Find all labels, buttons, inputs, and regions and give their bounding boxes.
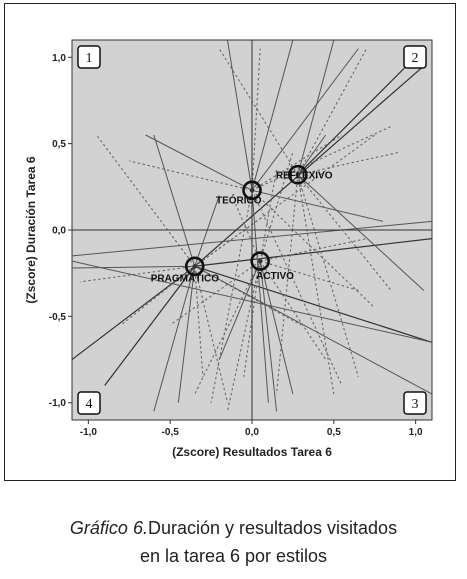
spoke-line bbox=[80, 265, 195, 283]
spoke-line bbox=[194, 266, 204, 377]
caption-line-1: Gráfico 6.Duración y resultados visitado… bbox=[0, 514, 467, 542]
spoke-line bbox=[226, 39, 253, 191]
spoke-line bbox=[259, 152, 294, 262]
spoke-line bbox=[297, 174, 335, 395]
caption-line-2: en la tarea 6 por estilos bbox=[139, 546, 328, 566]
spoke-line bbox=[194, 238, 433, 267]
spoke-line bbox=[104, 265, 196, 386]
centroid-dot bbox=[192, 264, 197, 269]
chart: -1,0 -0,5 0,0 0,5 1,0-1,0-0,50,00,51,0 1 234 … bbox=[24, 39, 433, 459]
centroid-circle bbox=[242, 180, 262, 201]
spoke-line bbox=[251, 190, 269, 403]
spoke-line bbox=[297, 48, 425, 176]
centroid-circle bbox=[250, 251, 270, 271]
centroid-label: PRAGMÁTICO bbox=[151, 271, 220, 284]
spoke-line bbox=[96, 134, 196, 267]
spoke-line bbox=[297, 174, 425, 291]
centroid-dot bbox=[257, 258, 263, 264]
spoke-line bbox=[71, 265, 196, 361]
spoke-line bbox=[129, 160, 253, 191]
spoke-line bbox=[251, 48, 359, 191]
x-tick-label: 0,5 bbox=[327, 427, 341, 438]
spoke-line bbox=[194, 266, 228, 403]
centroid-dot bbox=[249, 188, 255, 193]
spoke-line bbox=[260, 238, 367, 262]
spoke-line bbox=[194, 212, 269, 267]
quadrant-4-marker: 4 bbox=[77, 391, 101, 415]
quadrant-label: 2 bbox=[412, 51, 419, 66]
quadrant-1-marker: 1 bbox=[77, 45, 101, 69]
x-tick-label: 0,0 bbox=[245, 427, 259, 438]
centroid-circle bbox=[184, 256, 205, 277]
y-axis-label: (Zscore) Duración Tarea 6 bbox=[24, 156, 38, 303]
spoke-line bbox=[177, 266, 196, 403]
spoke-line bbox=[145, 134, 253, 191]
y-tick-label: -0,5 bbox=[49, 312, 67, 323]
spoke-line bbox=[235, 203, 261, 262]
spoke-line bbox=[120, 265, 196, 326]
centroid-label: REFLEXIVO bbox=[276, 171, 333, 182]
spoke-line bbox=[251, 189, 384, 222]
x-tick-label: -0,5 bbox=[162, 427, 180, 438]
spoke-line bbox=[297, 174, 359, 377]
spoke-line bbox=[259, 260, 294, 395]
spoke-line bbox=[243, 261, 261, 377]
reference-lines bbox=[72, 40, 432, 420]
spoke-line bbox=[71, 265, 195, 269]
spoke-line bbox=[251, 48, 261, 191]
y-tick-label: -1,0 bbox=[49, 398, 67, 409]
centroid-dot bbox=[295, 172, 301, 177]
spoke-line bbox=[260, 260, 359, 291]
x-tick-label: 1,0 bbox=[409, 427, 423, 438]
spoke-line bbox=[251, 190, 343, 386]
spoke-line bbox=[259, 261, 278, 412]
caption-label: Gráfico 6. bbox=[69, 518, 148, 538]
y-tick-label: 0,0 bbox=[52, 226, 66, 237]
y-tick-label: 0,5 bbox=[52, 139, 66, 150]
centroid-circle bbox=[288, 164, 308, 185]
spoke-line bbox=[297, 48, 368, 175]
centroid-markers: TEÓRICO REFLEXIVO PRAGMÁTICO ACTIVO bbox=[151, 164, 333, 284]
quadrant-label: 3 bbox=[412, 397, 419, 412]
quadrant-markers: 1 2 3 4 bbox=[77, 45, 427, 415]
quadrant-2-marker: 2 bbox=[403, 45, 427, 69]
caption-title: Duración y resultados visitados bbox=[147, 518, 398, 538]
trend-line bbox=[194, 265, 433, 395]
figure-caption: Gráfico 6.Duración y resultados visitado… bbox=[0, 514, 467, 570]
spoke-line bbox=[259, 169, 278, 262]
spoke-line bbox=[218, 260, 261, 360]
spoke-line bbox=[194, 195, 220, 267]
spoke-line bbox=[251, 189, 376, 309]
line-segments bbox=[71, 39, 433, 412]
centroid-label: ACTIVO bbox=[256, 271, 294, 282]
spoke-line bbox=[297, 151, 400, 176]
spoke-line bbox=[251, 39, 294, 191]
centroid-label: TEÓRICO bbox=[216, 193, 262, 206]
spoke-line bbox=[153, 266, 196, 412]
spoke-line bbox=[251, 125, 392, 191]
spoke-line bbox=[226, 260, 261, 412]
axis-ticks: -1,0 -0,5 0,0 0,5 1,0 -1,0 -0,5 0,0 0,5 1,0 bbox=[49, 53, 423, 438]
spoke-line bbox=[275, 174, 299, 395]
quadrant-label: 4 bbox=[86, 397, 93, 412]
quadrant-3-marker: 3 bbox=[403, 391, 427, 415]
quadrant-label: 1 bbox=[86, 51, 93, 66]
spoke-line bbox=[194, 65, 425, 267]
x-axis-label: (Zscore) Resultados Tarea 6 bbox=[172, 445, 332, 459]
x-tick-label: -1,0 bbox=[80, 427, 98, 438]
spoke-line bbox=[297, 39, 335, 175]
spoke-line bbox=[210, 190, 253, 403]
y-tick-label: 1,0 bbox=[52, 53, 66, 64]
